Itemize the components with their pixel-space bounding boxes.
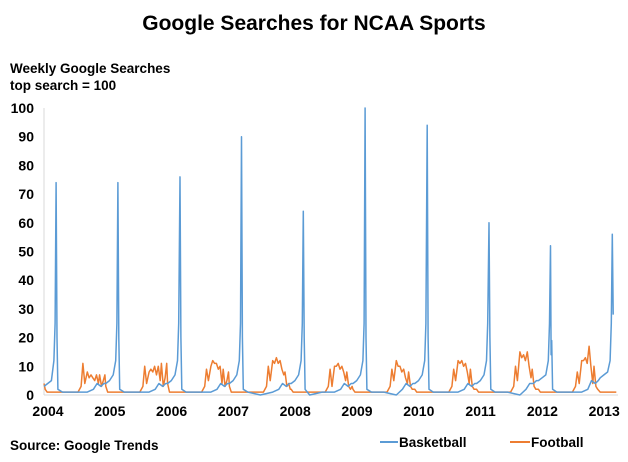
- y-tick-label: 20: [18, 330, 34, 346]
- y-tick-label: 100: [11, 100, 35, 116]
- x-axis-ticks: 2004 2005 2006 2007 2008 2009 2010 2011 2012 2013: [32, 403, 620, 419]
- x-tick-label: 2007: [218, 403, 249, 419]
- y-tick-label: 40: [18, 272, 34, 288]
- legend: Basketball Football: [380, 435, 584, 450]
- x-tick-label: 2006: [156, 403, 187, 419]
- x-tick-label: 2012: [527, 403, 558, 419]
- y-tick-label: 70: [18, 186, 34, 202]
- series-line-basketball: [43, 107, 614, 396]
- y-axis-sublabel: top search = 100: [10, 78, 116, 93]
- x-tick-label: 2008: [280, 403, 311, 419]
- x-tick-label: 2013: [589, 403, 620, 419]
- y-tick-label: 50: [18, 244, 34, 260]
- y-tick-label: 30: [18, 301, 34, 317]
- x-tick-label: 2010: [403, 403, 434, 419]
- x-tick-label: 2005: [94, 403, 125, 419]
- legend-label-basketball: Basketball: [399, 435, 467, 450]
- x-tick-label: 2011: [465, 403, 496, 419]
- chart-title: Google Searches for NCAA Sports: [142, 12, 485, 35]
- series-lines: [43, 107, 617, 396]
- source-note: Source: Google Trends: [10, 438, 159, 453]
- x-tick-label: 2004: [32, 403, 63, 419]
- y-axis-ticks: 0 10 20 30 40 50 60 70 80 90 100: [11, 100, 35, 403]
- y-tick-label: 90: [18, 129, 34, 145]
- legend-label-football: Football: [531, 435, 584, 450]
- y-tick-label: 60: [18, 215, 34, 231]
- x-tick-label: 2009: [341, 403, 372, 419]
- y-axis-label: Weekly Google Searches: [10, 61, 170, 76]
- series-line-football: [43, 345, 617, 393]
- y-tick-label: 0: [26, 387, 34, 403]
- y-tick-label: 80: [18, 157, 34, 173]
- y-tick-label: 10: [18, 358, 34, 374]
